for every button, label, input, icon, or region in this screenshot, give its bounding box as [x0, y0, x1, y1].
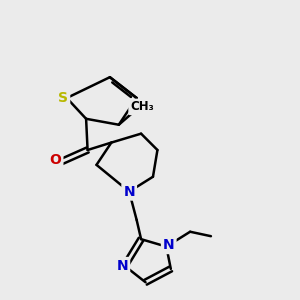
Text: N: N [163, 238, 175, 252]
Text: N: N [123, 184, 135, 199]
Text: O: O [50, 153, 61, 167]
Text: N: N [116, 259, 128, 273]
Text: S: S [58, 91, 68, 105]
Text: CH₃: CH₃ [130, 100, 154, 113]
